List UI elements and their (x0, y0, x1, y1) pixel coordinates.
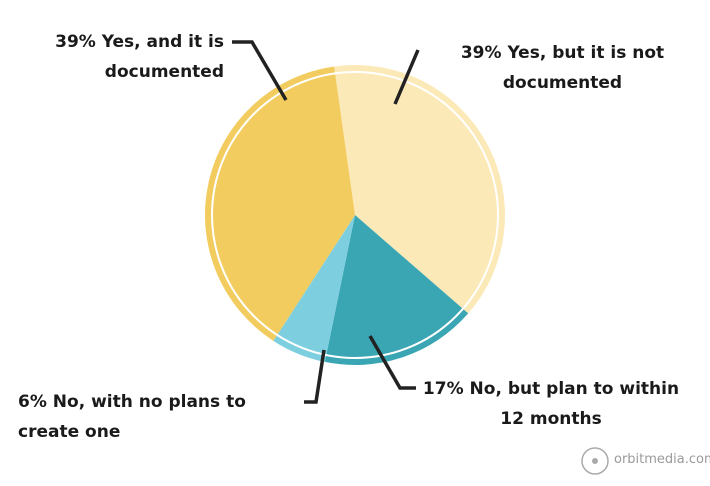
slice-label: 39% Yes, but it is not documented (440, 38, 685, 98)
leader-line (232, 40, 288, 101)
slice-label: 39% Yes, and it is documented (14, 27, 224, 87)
leader-lines (232, 40, 420, 404)
watermark-icon-dot (592, 458, 598, 464)
category-label: No, but plan to within 12 months (469, 379, 680, 429)
percent-label: 6% (18, 392, 47, 412)
pie-slice (273, 215, 355, 362)
percent-label: 17% (422, 379, 464, 399)
leader-line (304, 349, 326, 404)
watermark-icon (581, 447, 609, 475)
percent-label: 39% (460, 43, 502, 63)
category-label: Yes, and it is documented (101, 32, 224, 82)
pie-slice (334, 65, 505, 314)
leader-line (393, 49, 420, 105)
pie (205, 65, 505, 365)
percent-label: 39% (55, 32, 96, 52)
leader-line (368, 335, 416, 390)
pie-slice (205, 66, 355, 341)
category-label: No, with no plans to create one (18, 392, 246, 442)
ring (211, 71, 499, 359)
slice-label: 17% No, but plan to within 12 months (422, 374, 680, 434)
category-label: Yes, but it is not documented (502, 43, 665, 93)
slice-label: 6% No, with no plans to create one (18, 387, 308, 447)
watermark: orbitmedia.com (614, 452, 710, 467)
pie-slice (324, 215, 469, 365)
